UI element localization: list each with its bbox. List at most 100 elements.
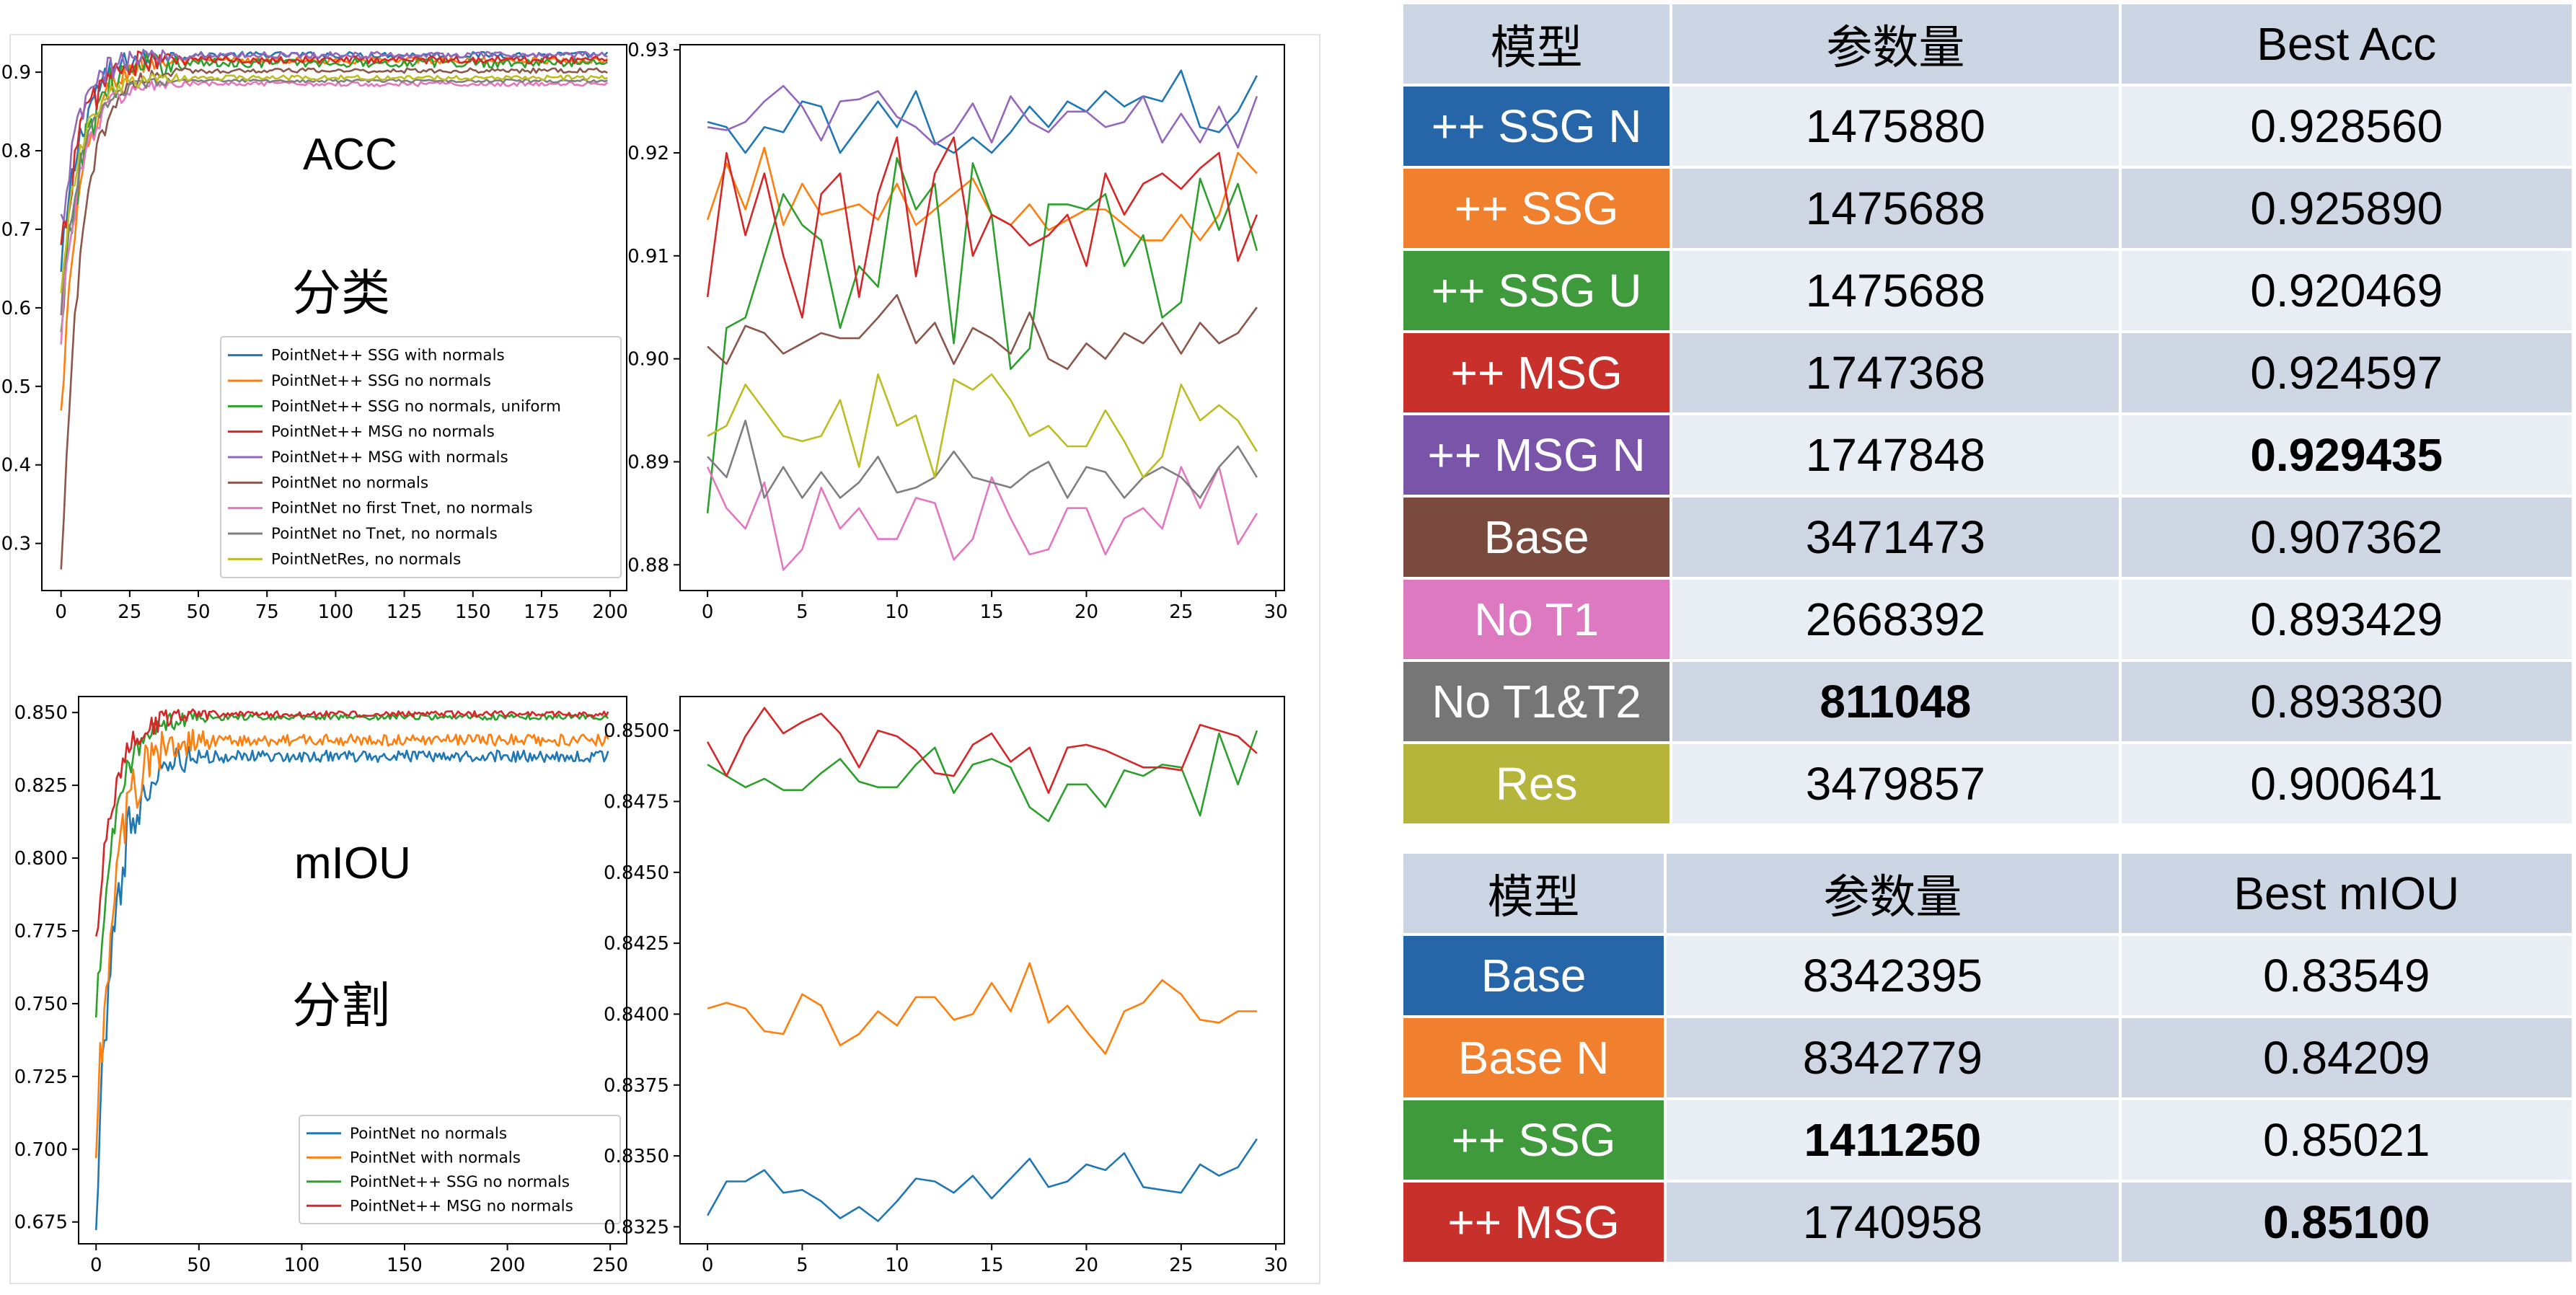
plot-frame xyxy=(679,696,1285,1245)
model-label: No T1&T2 xyxy=(1403,662,1670,741)
y-tick-label: 0.8325 xyxy=(604,1216,669,1238)
acc-last30-chart: 0 5 10 15 20 25 30 0.88 0.89 0.90 0.91 0.92 0.93 xyxy=(627,40,1288,623)
x-tick-label: 125 xyxy=(387,601,423,623)
param-count: 8342779 xyxy=(1667,1018,2119,1097)
best-score: 0.893830 xyxy=(2121,662,2572,741)
series-line xyxy=(60,77,608,316)
legend-box xyxy=(299,1115,621,1224)
plot-frame xyxy=(679,44,1285,591)
param-count: 1747848 xyxy=(1672,415,2119,495)
x-tick-label: 0 xyxy=(702,1255,714,1276)
param-count: 811048 xyxy=(1672,662,2119,741)
legend-label: PointNet++ MSG no normals xyxy=(271,423,495,441)
x-tick-label: 0 xyxy=(55,601,67,623)
segmentation-annotation: 分割 xyxy=(292,978,390,1035)
table-row: ++ SSG 1475688 0.925890 xyxy=(1403,169,2572,248)
y-tick-label: 0.8375 xyxy=(604,1075,669,1097)
x-tick-label: 75 xyxy=(255,601,279,623)
legend-label: PointNet++ SSG no normals xyxy=(350,1173,570,1191)
series-line xyxy=(94,711,609,1018)
x-tick-label: 5 xyxy=(796,601,808,623)
x-tick-label: 100 xyxy=(284,1255,320,1276)
acc-annotation: ACC xyxy=(303,130,397,180)
best-header: Best mIOU xyxy=(2121,854,2572,933)
table-row: No T1 2668392 0.893429 xyxy=(1403,580,2572,659)
y-tick-label: 0.8450 xyxy=(604,862,669,884)
x-tick-label: 150 xyxy=(455,601,491,623)
best-score: 0.928560 xyxy=(2121,87,2572,166)
classification-annotation: 分类 xyxy=(292,265,390,322)
table-row: ++ SSG U 1475688 0.920469 xyxy=(1403,251,2572,330)
x-tick-label: 30 xyxy=(1264,601,1288,623)
y-tick-label: 0.850 xyxy=(14,702,68,724)
model-label: ++ MSG xyxy=(1403,333,1670,412)
series-line xyxy=(60,67,608,570)
y-tick-label: 0.750 xyxy=(14,994,68,1015)
y-tick-label: 0.92 xyxy=(627,143,669,164)
table-row: Base 3471473 0.907362 xyxy=(1403,498,2572,577)
y-tick-label: 0.775 xyxy=(14,921,68,942)
table-row: ++ SSG N 1475880 0.928560 xyxy=(1403,87,2572,166)
x-tick-label: 50 xyxy=(187,1255,211,1276)
y-tick-label: 0.5 xyxy=(1,376,31,398)
model-label: ++ MSG xyxy=(1403,1183,1664,1262)
y-tick-label: 0.93 xyxy=(627,40,669,61)
param-count: 1747368 xyxy=(1672,333,2119,412)
x-tick-label: 20 xyxy=(1075,1255,1098,1276)
x-tick-label: 5 xyxy=(796,1255,808,1276)
best-score: 0.83549 xyxy=(2121,936,2572,1015)
plot-frame xyxy=(78,696,627,1245)
table-row: Res 3479857 0.900641 xyxy=(1403,744,2572,823)
y-tick-label: 0.9 xyxy=(1,62,31,84)
acc-full-chart: 0 25 50 75 100 125 150 175 200 0.3 0.4 0.5 0.6 0.7 0.8… xyxy=(1,44,628,623)
best-score: 0.920469 xyxy=(2121,251,2572,330)
legend-box xyxy=(220,336,622,578)
series-line xyxy=(707,962,1257,1055)
model-label: Base xyxy=(1403,936,1664,1015)
y-tick-label: 0.8425 xyxy=(604,933,669,955)
table-row: ++ MSG N 1747848 0.929435 xyxy=(1403,415,2572,495)
legend-label: PointNet++ SSG no normals, uniform xyxy=(271,397,561,415)
series-line xyxy=(60,73,608,294)
param-count: 1411250 xyxy=(1667,1100,2119,1180)
x-tick-label: 30 xyxy=(1264,1255,1288,1276)
legend-label: PointNet++ MSG with normals xyxy=(271,448,508,467)
series-line xyxy=(707,84,1258,149)
best-score: 0.85100 xyxy=(2121,1183,2572,1262)
miou-last30-chart: 0 5 10 15 20 25 30 0.8325 0.8350 0.8375 0.8400 0.84… xyxy=(604,696,1288,1276)
x-tick-label: 175 xyxy=(524,601,560,623)
model-label: Base N xyxy=(1403,1018,1664,1097)
model-label: ++ SSG U xyxy=(1403,251,1670,330)
y-tick-label: 0.800 xyxy=(14,848,68,870)
table-row: ++ SSG 1411250 0.85021 xyxy=(1403,1100,2572,1180)
legend-label: PointNetRes, no normals xyxy=(271,550,461,568)
param-count: 1475688 xyxy=(1672,251,2119,330)
series-line xyxy=(94,728,609,1159)
series-line xyxy=(60,49,608,222)
y-tick-label: 0.89 xyxy=(627,451,669,473)
legend-label: PointNet with normals xyxy=(350,1149,521,1167)
x-tick-label: 25 xyxy=(118,601,141,623)
legend-label: PointNet++ SSG with normals xyxy=(271,347,505,365)
param-count: 1475880 xyxy=(1672,87,2119,166)
series-line xyxy=(60,48,609,272)
param-count: 2668392 xyxy=(1672,580,2119,659)
table-header-row: 模型 参数量 Best mIOU xyxy=(1403,854,2572,933)
model-label: Res xyxy=(1403,744,1670,823)
y-tick-label: 0.8500 xyxy=(604,720,669,742)
x-tick-label: 25 xyxy=(1169,601,1193,623)
y-tick-label: 0.8350 xyxy=(604,1146,669,1167)
best-score: 0.907362 xyxy=(2121,498,2572,577)
best-score: 0.924597 xyxy=(2121,333,2572,412)
x-tick-label: 15 xyxy=(980,1255,1004,1276)
miou-full-chart: 0 50 100 150 200 250 0.675 0.700 0.725 0.750 0.775… xyxy=(14,696,628,1276)
series-line xyxy=(707,293,1258,371)
table-row: Base N 8342779 0.84209 xyxy=(1403,1018,2572,1097)
series-line xyxy=(706,136,1258,319)
legend-label: PointNet no first Tnet, no normals xyxy=(271,500,533,518)
param-count: 3479857 xyxy=(1672,744,2119,823)
table-row: No T1&T2 811048 0.893830 xyxy=(1403,662,2572,741)
series-line xyxy=(707,420,1258,499)
model-header: 模型 xyxy=(1403,4,1670,84)
x-tick-label: 10 xyxy=(885,1255,909,1276)
